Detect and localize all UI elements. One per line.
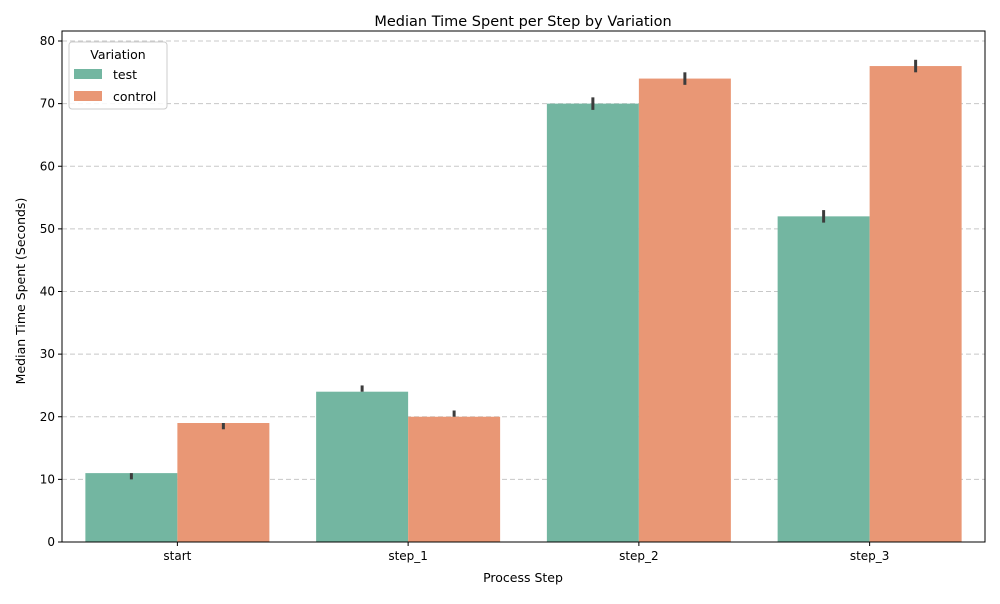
y-tick-label: 40: [40, 285, 55, 299]
bar-test-step_1: [316, 391, 409, 542]
y-tick-label: 80: [40, 34, 55, 48]
bar-test-step_3: [777, 216, 870, 542]
legend-swatch-test: [74, 69, 102, 79]
y-axis-label: Median Time Spent (Seconds): [13, 198, 28, 385]
y-tick-label: 0: [47, 535, 55, 549]
bar-control-step_1: [408, 416, 501, 542]
bar-control-step_3: [869, 66, 962, 543]
y-tick-label: 50: [40, 222, 55, 236]
bar-test-step_2: [546, 103, 639, 542]
y-tick-label: 70: [40, 97, 55, 111]
legend-title: Variation: [90, 47, 145, 62]
plot-frame: [61, 30, 986, 543]
x-tick-label: step_1: [388, 549, 428, 563]
bar-control-start: [177, 423, 270, 542]
x-tick-label: step_2: [619, 549, 659, 563]
x-axis-label: Process Step: [483, 570, 563, 585]
x-tick-label: start: [163, 549, 191, 563]
chart-title: Median Time Spent per Step by Variation: [374, 14, 671, 30]
bars: [85, 66, 962, 543]
bar-test-start: [85, 473, 178, 542]
bar-control-step_2: [638, 78, 731, 542]
x-tick-label: step_3: [850, 549, 890, 563]
error-bars: [129, 59, 918, 480]
y-tick-label: 60: [40, 159, 55, 173]
legend-label-control: control: [113, 89, 156, 104]
legend: Variation test control: [68, 41, 168, 110]
legend-label-test: test: [113, 67, 137, 82]
y-tick-label: 30: [40, 347, 55, 361]
axes: 0 10 20 30 40 50 60 70 80 start step_1 step_2 step_3: [40, 30, 986, 563]
y-tick-label: 10: [40, 472, 55, 486]
legend-swatch-control: [74, 91, 102, 101]
y-tick-label: 20: [40, 410, 55, 424]
